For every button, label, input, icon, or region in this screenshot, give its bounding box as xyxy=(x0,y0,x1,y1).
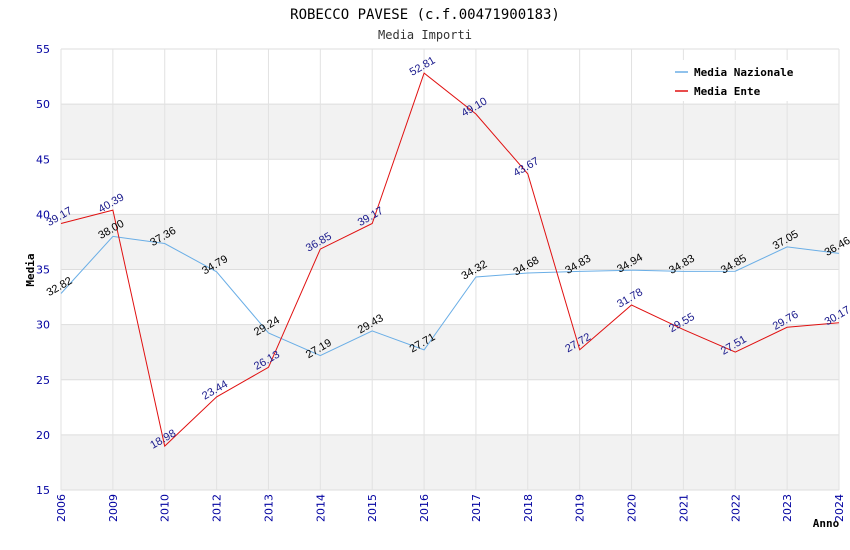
series-lines xyxy=(60,72,840,448)
y-tick-label: 20 xyxy=(36,429,50,442)
legend-label-media-nazionale: Media Nazionale xyxy=(694,66,794,79)
x-axis-label: Anno xyxy=(813,517,840,530)
legend-box xyxy=(669,60,810,101)
y-tick-label: 45 xyxy=(36,153,50,166)
y-tick-label: 15 xyxy=(36,484,50,497)
grid-band xyxy=(61,159,839,215)
chart-title: ROBECCO PAVESE (c.f.00471900183) xyxy=(290,7,560,23)
series-line-media-ente xyxy=(60,72,840,448)
grid-band xyxy=(61,214,839,270)
grid-bands xyxy=(61,49,839,490)
x-axis-ticks: 2006 2009 2010 2012 2013 2014 2015 2016 2017 2018… xyxy=(55,494,846,522)
y-tick-label: 55 xyxy=(36,43,50,56)
x-tick-label: 2021 xyxy=(677,494,690,522)
x-tick-label: 2017 xyxy=(470,494,483,522)
grid-band xyxy=(61,104,839,160)
y-tick-label: 35 xyxy=(36,264,50,277)
grid-band xyxy=(61,379,839,435)
grid-band xyxy=(61,434,839,490)
x-tick-label: 2010 xyxy=(159,494,172,522)
legend: Media Nazionale Media Ente xyxy=(669,60,810,101)
x-tick-label: 2022 xyxy=(729,494,742,522)
x-tick-label: 2020 xyxy=(626,494,639,522)
x-tick-label: 2009 xyxy=(107,494,120,522)
y-tick-label: 25 xyxy=(36,374,50,387)
x-tick-label: 2014 xyxy=(314,494,327,522)
x-tick-label: 2006 xyxy=(55,494,68,522)
x-tick-label: 2012 xyxy=(211,494,224,522)
series-line-media-nazionale xyxy=(60,235,840,357)
x-tick-label: 2015 xyxy=(366,494,379,522)
y-tick-label: 40 xyxy=(36,208,50,221)
y-tick-label: 30 xyxy=(36,319,50,332)
grid-band xyxy=(61,324,839,380)
x-tick-label: 2016 xyxy=(418,494,431,522)
y-axis-label: Media xyxy=(24,253,37,286)
chart-subtitle: Media Importi xyxy=(378,28,472,42)
grid-lines xyxy=(60,48,840,491)
grid-band xyxy=(61,269,839,325)
legend-label-media-ente: Media Ente xyxy=(694,85,761,98)
x-tick-label: 2024 xyxy=(833,494,846,522)
x-tick-label: 2023 xyxy=(781,494,794,522)
x-tick-label: 2019 xyxy=(574,494,587,522)
x-tick-label: 2018 xyxy=(522,494,535,522)
y-axis-ticks: 15 20 25 30 35 40 45 50 55 xyxy=(36,43,50,497)
x-tick-label: 2013 xyxy=(262,494,275,522)
y-tick-label: 50 xyxy=(36,98,50,111)
